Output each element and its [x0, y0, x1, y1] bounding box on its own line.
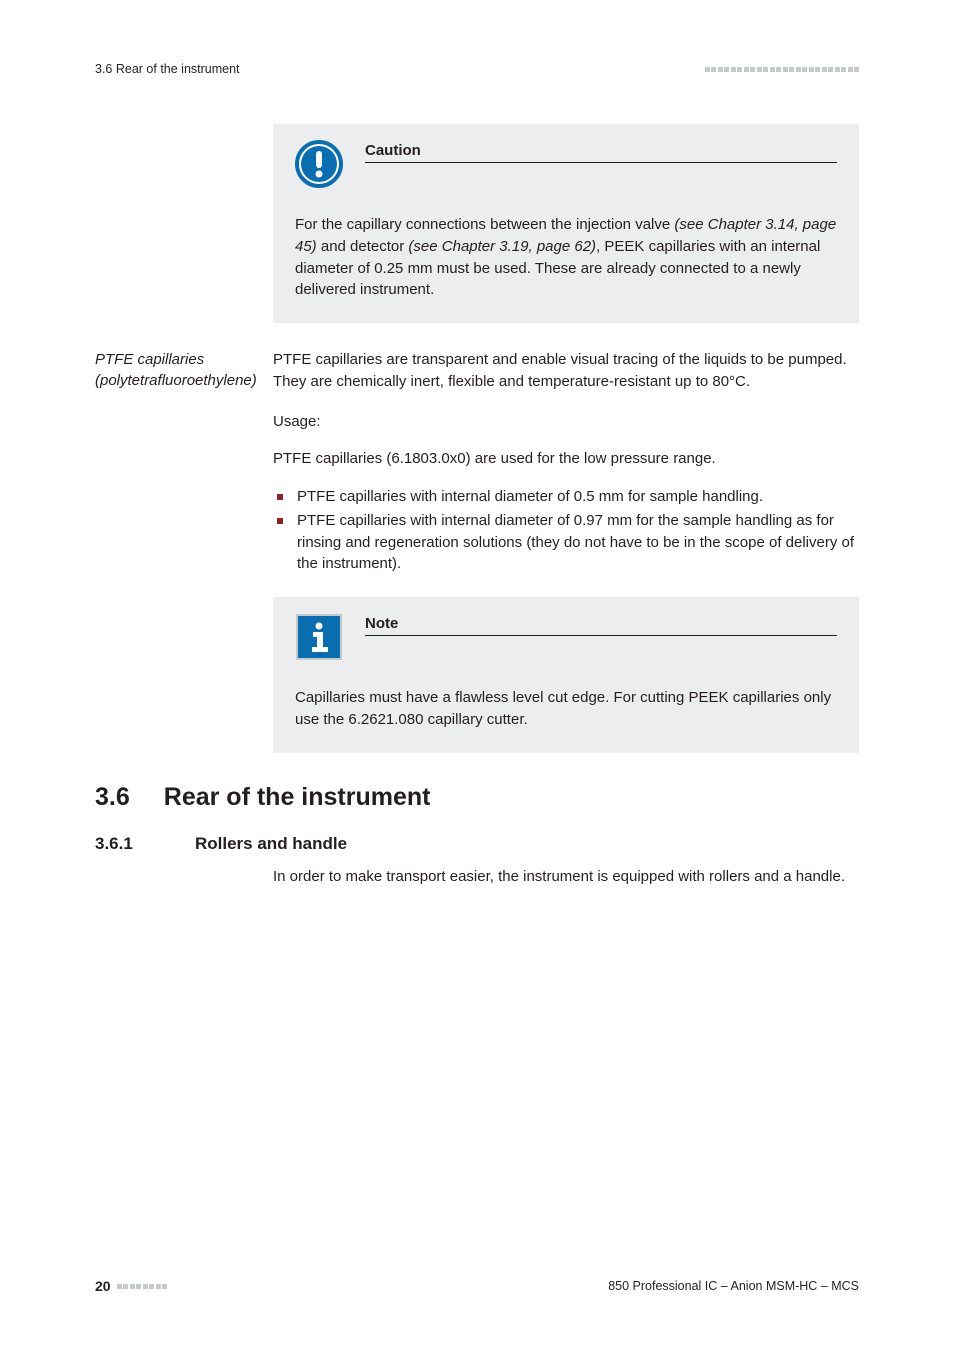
- list-item: PTFE capillaries with internal diameter …: [273, 486, 859, 508]
- usage-label: Usage:: [273, 411, 859, 433]
- caution-callout: Caution For the capillary connections be…: [273, 124, 859, 323]
- ptfe-intro: PTFE capillaries are transparent and ena…: [273, 349, 859, 393]
- section-heading-1: 3.6 Rear of the instrument: [95, 783, 859, 812]
- header-section-ref: 3.6 Rear of the instrument: [95, 62, 240, 76]
- ptfe-bullets: PTFE capillaries with internal diameter …: [273, 486, 859, 575]
- page-footer: 20 850 Professional IC – Anion MSM-HC – …: [95, 1278, 859, 1294]
- section-heading-2: 3.6.1 Rollers and handle: [95, 834, 859, 854]
- h2-number: 3.6.1: [95, 834, 161, 854]
- list-item: PTFE capillaries with internal diameter …: [273, 510, 859, 575]
- caution-text-pre: For the capillary connections between th…: [295, 216, 674, 233]
- caution-ref2: (see Chapter 3.19, page 62): [408, 238, 596, 255]
- page-number: 20: [95, 1278, 111, 1294]
- h1-title: Rear of the instrument: [164, 783, 431, 812]
- usage-line: PTFE capillaries (6.1803.0x0) are used f…: [273, 448, 859, 470]
- note-callout: Note Capillaries must have a flawless le…: [273, 597, 859, 753]
- caution-body: For the capillary connections between th…: [295, 214, 837, 301]
- caution-title: Caution: [365, 142, 837, 163]
- ptfe-row: PTFE capillaries (polytetrafluoroethylen…: [95, 349, 859, 393]
- ptfe-side-label: PTFE capillaries (polytetrafluoroethylen…: [95, 349, 255, 393]
- caution-icon: [295, 140, 343, 188]
- h1-number: 3.6: [95, 783, 130, 812]
- footer-dots: [117, 1284, 168, 1289]
- header-dots: [705, 67, 860, 72]
- h2-body: In order to make transport easier, the i…: [273, 866, 859, 888]
- note-title: Note: [365, 615, 837, 636]
- note-body: Capillaries must have a flawless level c…: [295, 687, 837, 731]
- h2-title: Rollers and handle: [195, 834, 347, 854]
- running-header: 3.6 Rear of the instrument: [95, 62, 859, 76]
- footer-doc-title: 850 Professional IC – Anion MSM-HC – MCS: [608, 1279, 859, 1293]
- info-icon: [295, 613, 343, 661]
- caution-text-mid: and detector: [317, 238, 409, 255]
